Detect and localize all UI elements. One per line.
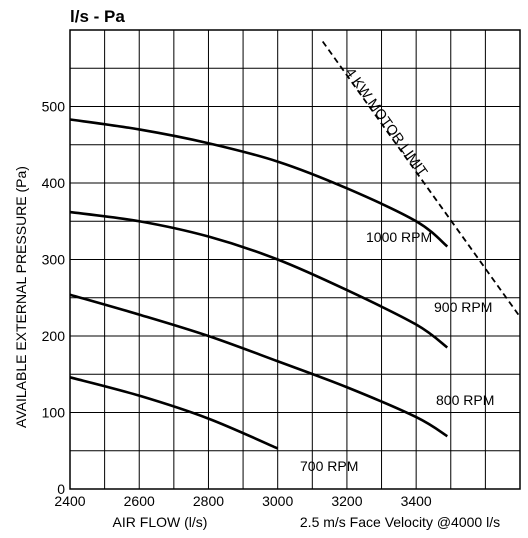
motor-limit-line [321,40,521,318]
plot-frame [69,29,521,490]
motor-limit-label: 4 KW MOTOR LIMIT [343,64,432,179]
y-tick-label: 500 [42,99,66,115]
curve-label-900-rpm: 900 RPM [434,299,492,315]
curve-label-800-rpm: 800 RPM [436,392,494,408]
y-tick-label: 100 [42,405,66,421]
x-tick-label: 2600 [124,493,155,509]
x-tick-label: 2400 [54,493,85,509]
x-axis-label: AIR FLOW (l/s) [113,514,208,530]
y-axis-label: AVAILABLE EXTERNAL PRESSURE (Pa) [13,166,29,428]
curve-label-1000-rpm: 1000 RPM [366,229,432,245]
x-tick-label: 2800 [193,493,224,509]
face-velocity-note: 2.5 m/s Face Velocity @4000 l/s [300,514,500,530]
fan-curves: 1000 RPM 900 RPM 800 RPM 700 RPM [69,118,494,474]
grid [69,29,521,490]
curve-1000-rpm [69,118,449,248]
motor-limit: 4 KW MOTOR LIMIT [321,40,521,318]
curve-label-700-rpm: 700 RPM [300,458,358,474]
chart-title: l/s - Pa [70,7,125,26]
curve-700-rpm [69,376,279,450]
y-tick-label: 200 [42,328,66,344]
y-tick-label: 0 [57,481,65,497]
tick-labels: 2400 2600 2800 3000 3200 3400 0 100 200 300 400 500 [42,99,432,510]
y-tick-label: 300 [42,252,66,268]
x-tick-label: 3200 [331,493,362,509]
curve-900-rpm [69,210,449,349]
x-tick-label: 3000 [262,493,293,509]
x-tick-label: 3400 [401,493,432,509]
curve-800-rpm [69,293,449,438]
y-tick-label: 400 [42,175,66,191]
